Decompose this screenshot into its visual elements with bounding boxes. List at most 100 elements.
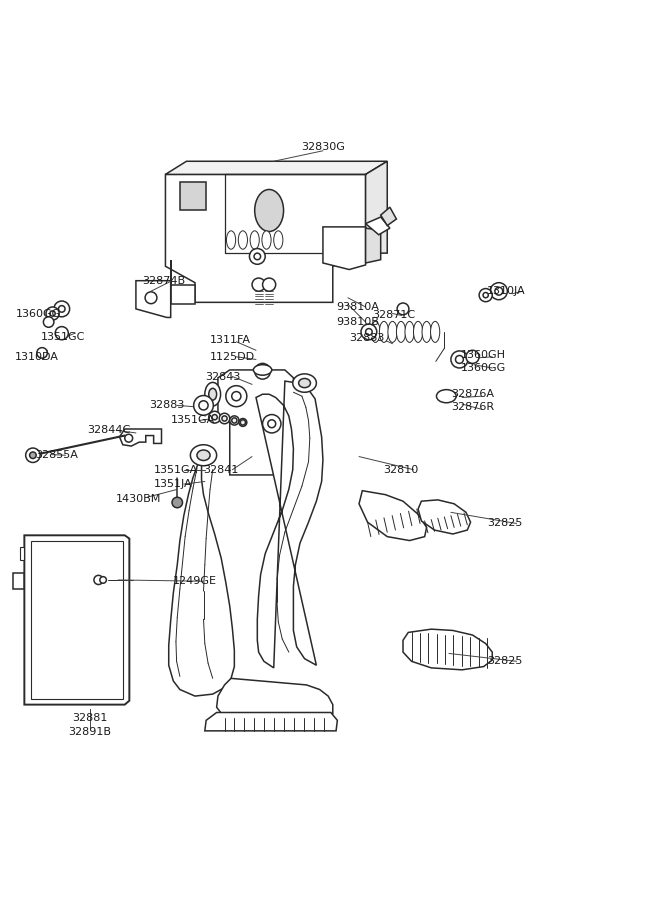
Text: 1351GA: 1351GA (154, 464, 198, 474)
Circle shape (209, 411, 221, 423)
Ellipse shape (239, 230, 248, 249)
Text: 32855A: 32855A (36, 450, 78, 460)
Polygon shape (119, 429, 161, 446)
Ellipse shape (209, 388, 217, 400)
Text: 1311FA: 1311FA (210, 335, 251, 345)
Ellipse shape (293, 374, 316, 392)
Text: 32844C: 32844C (87, 426, 130, 436)
Circle shape (232, 418, 237, 423)
Circle shape (262, 278, 275, 292)
Polygon shape (366, 161, 387, 253)
Circle shape (262, 415, 281, 433)
Ellipse shape (299, 379, 310, 388)
Text: 1310DA: 1310DA (14, 352, 59, 362)
Circle shape (479, 289, 492, 302)
Text: 32830G: 32830G (301, 142, 345, 152)
Text: 1351JA: 1351JA (154, 479, 192, 489)
Polygon shape (323, 227, 366, 269)
Ellipse shape (380, 321, 389, 342)
Polygon shape (24, 536, 129, 705)
Circle shape (451, 351, 468, 368)
Text: 1351GA: 1351GA (171, 416, 215, 426)
Circle shape (212, 415, 217, 419)
Circle shape (219, 413, 230, 424)
Polygon shape (171, 260, 195, 304)
Circle shape (59, 306, 65, 312)
Circle shape (125, 435, 132, 442)
Circle shape (254, 364, 270, 379)
Circle shape (241, 419, 246, 425)
Ellipse shape (253, 364, 272, 375)
Ellipse shape (422, 321, 431, 342)
Polygon shape (180, 183, 206, 211)
Text: 1360GH: 1360GH (461, 350, 505, 360)
Circle shape (259, 368, 266, 374)
Ellipse shape (190, 445, 217, 465)
Circle shape (361, 324, 377, 340)
Text: 1360GG: 1360GG (461, 363, 506, 373)
Polygon shape (217, 679, 333, 720)
Circle shape (54, 301, 70, 317)
Circle shape (55, 327, 69, 340)
Circle shape (239, 418, 247, 427)
Circle shape (26, 448, 40, 463)
Circle shape (397, 303, 409, 315)
Circle shape (495, 287, 503, 295)
Text: 1430BM: 1430BM (116, 494, 161, 504)
Polygon shape (20, 547, 24, 560)
Circle shape (268, 419, 275, 428)
Text: 32871C: 32871C (372, 310, 415, 320)
Circle shape (145, 292, 157, 303)
Polygon shape (366, 217, 390, 235)
Circle shape (366, 328, 372, 335)
Polygon shape (165, 161, 387, 175)
Circle shape (232, 392, 241, 400)
Text: 32881: 32881 (72, 713, 107, 723)
Polygon shape (13, 573, 24, 590)
Polygon shape (218, 370, 293, 475)
Text: 32874B: 32874B (142, 276, 186, 286)
Circle shape (490, 283, 507, 300)
Circle shape (250, 248, 265, 265)
Circle shape (46, 307, 59, 320)
Text: 32876A: 32876A (451, 389, 494, 400)
Text: 1351GC: 1351GC (41, 332, 85, 342)
Circle shape (43, 317, 54, 328)
Text: 32825: 32825 (487, 656, 523, 666)
Circle shape (100, 577, 106, 583)
Circle shape (230, 416, 239, 425)
Circle shape (226, 386, 247, 407)
Text: 32825: 32825 (487, 518, 523, 528)
Text: 93810A: 93810A (336, 302, 379, 312)
Text: 32810: 32810 (384, 464, 418, 474)
Text: 1125DD: 1125DD (210, 352, 255, 362)
Circle shape (222, 416, 227, 421)
Text: 32883: 32883 (149, 400, 185, 410)
Polygon shape (165, 175, 366, 302)
Ellipse shape (227, 230, 236, 249)
Polygon shape (256, 381, 323, 668)
Circle shape (199, 400, 208, 410)
Circle shape (37, 347, 47, 358)
Polygon shape (169, 456, 235, 696)
Circle shape (194, 395, 214, 415)
Ellipse shape (254, 190, 283, 231)
Circle shape (94, 575, 103, 584)
Polygon shape (381, 207, 397, 226)
Circle shape (455, 356, 463, 364)
Ellipse shape (250, 230, 259, 249)
Text: 32891B: 32891B (69, 727, 111, 737)
Polygon shape (418, 500, 471, 534)
Circle shape (50, 310, 55, 316)
Text: 1310JA: 1310JA (487, 286, 526, 296)
Ellipse shape (405, 321, 414, 342)
Polygon shape (31, 541, 123, 699)
Polygon shape (366, 229, 381, 263)
Text: 32876R: 32876R (451, 402, 494, 412)
Ellipse shape (436, 390, 456, 403)
Circle shape (172, 497, 183, 508)
Circle shape (252, 278, 265, 292)
Circle shape (254, 253, 260, 260)
Ellipse shape (413, 321, 422, 342)
Polygon shape (136, 281, 171, 318)
